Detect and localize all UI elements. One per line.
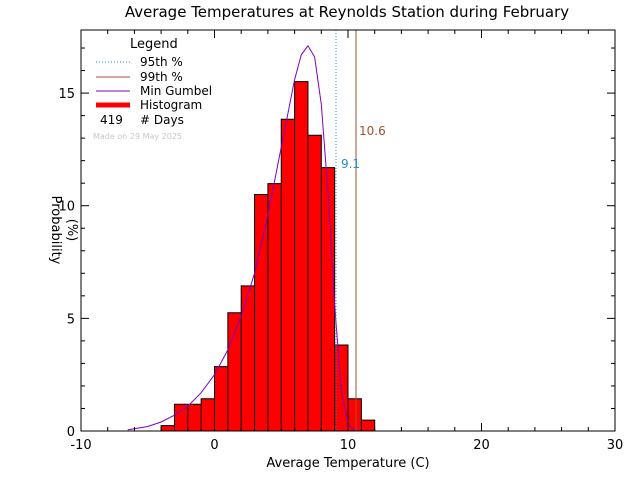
legend-label-p99: 99th % bbox=[140, 70, 183, 84]
histogram-bar bbox=[281, 119, 295, 431]
histogram-bar bbox=[294, 81, 308, 431]
gumbel-curve-group bbox=[127, 44, 356, 432]
histogram-bar bbox=[267, 183, 282, 431]
p99-label: 10.6 bbox=[359, 124, 386, 138]
legend-title: Legend bbox=[130, 37, 178, 52]
made-on-note: Made on 29 May 2025 bbox=[93, 132, 182, 141]
x-tick-label: -10 bbox=[70, 438, 91, 453]
x-tick-label: 10 bbox=[340, 438, 357, 453]
percentile-lines: 9.1 10.6 bbox=[335, 30, 386, 431]
y-axis-label-line1: Probability bbox=[48, 196, 63, 265]
histogram-bar bbox=[307, 135, 322, 431]
y-axis: 0 5 10 15 bbox=[58, 47, 615, 440]
histogram-bar bbox=[201, 398, 215, 431]
histogram-bar bbox=[161, 425, 175, 431]
x-tick-label: 20 bbox=[473, 438, 490, 453]
histogram-bar bbox=[254, 194, 268, 431]
histogram-outline bbox=[160, 81, 376, 431]
histogram bbox=[160, 81, 376, 432]
x-tick-label: 30 bbox=[607, 438, 624, 453]
y-tick-label: 15 bbox=[58, 87, 75, 102]
legend-label-p95: 95th % bbox=[140, 55, 183, 69]
histogram-bar bbox=[361, 420, 375, 431]
y-tick-label: 0 bbox=[67, 425, 75, 440]
legend-label-gumbel: Min Gumbel bbox=[140, 84, 212, 98]
x-axis: -10 0 10 20 30 bbox=[70, 30, 623, 453]
gumbel-curve bbox=[127, 44, 356, 432]
histogram-bar bbox=[174, 404, 188, 431]
x-tick-label: 0 bbox=[210, 438, 218, 453]
legend: Legend 95th % 99th % Min Gumbel Histogra… bbox=[93, 37, 212, 141]
legend-days-count: 419 bbox=[100, 113, 123, 127]
y-tick-label: 5 bbox=[67, 312, 75, 327]
chart-title: Average Temperatures at Reynolds Station… bbox=[125, 3, 569, 21]
histogram-bar bbox=[321, 167, 335, 432]
y-tick-label: 10 bbox=[58, 200, 75, 215]
histogram-bar bbox=[241, 285, 255, 431]
p95-label: 9.1 bbox=[341, 157, 360, 171]
histogram-bar bbox=[214, 366, 228, 431]
legend-label-histogram: Histogram bbox=[140, 98, 202, 112]
histogram-bar bbox=[227, 312, 242, 431]
legend-days-label: # Days bbox=[140, 113, 184, 127]
histogram-bar bbox=[348, 398, 362, 431]
y-axis-label-line2: (%) bbox=[64, 219, 79, 242]
histogram-bar bbox=[187, 404, 202, 431]
x-axis-label: Average Temperature (C) bbox=[266, 456, 429, 471]
